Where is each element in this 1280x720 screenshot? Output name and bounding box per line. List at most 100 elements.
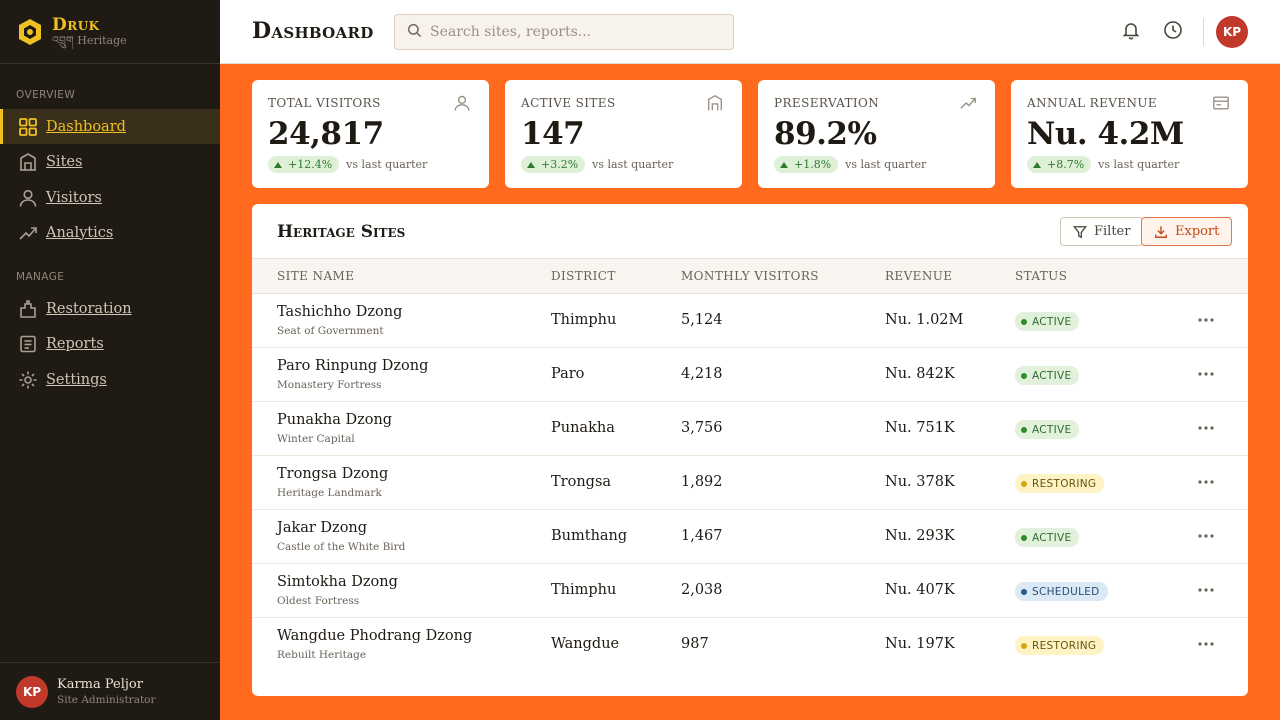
status-badge: Active	[1015, 420, 1080, 439]
more-options-button[interactable]	[1198, 474, 1218, 490]
ellipsis-icon	[1198, 588, 1214, 592]
bell-icon	[1121, 20, 1141, 44]
user-icon	[18, 188, 38, 208]
ellipsis-icon	[1198, 534, 1214, 538]
revenue-cell: Nu. 842K	[885, 366, 955, 382]
card-icon	[1213, 96, 1229, 110]
district-cell: Wangdue	[551, 636, 620, 652]
sidebar-item-restoration[interactable]: Restoration	[0, 291, 220, 326]
brand-name: Druk	[52, 15, 100, 35]
more-options-button[interactable]	[1198, 528, 1218, 544]
stat-card-active-sites: Active Sites 147 +3.2% vs last quarter	[505, 80, 742, 188]
sidebar-item-label: Visitors	[46, 189, 102, 206]
sidebar-item-sites[interactable]: Sites	[0, 144, 220, 179]
stat-value: Nu. 4.2M	[1027, 116, 1184, 152]
more-options-button[interactable]	[1198, 312, 1218, 328]
site-name[interactable]: Jakar Dzong	[277, 520, 368, 536]
table-row[interactable]: Wangdue Phodrang Dzong Rebuilt Heritage Wa…	[252, 618, 1248, 672]
brand[interactable]: Druk འབྲུག Heritage	[0, 0, 220, 64]
status-label: Restoring	[1032, 477, 1097, 490]
search-box[interactable]	[394, 14, 734, 50]
column-header-district[interactable]: District	[551, 269, 616, 283]
more-options-button[interactable]	[1198, 636, 1218, 652]
notifications-button[interactable]	[1119, 20, 1143, 44]
site-name[interactable]: Tashichho Dzong	[277, 304, 403, 320]
status-dot	[1021, 426, 1027, 433]
status-label: Scheduled	[1032, 585, 1100, 598]
document-icon	[18, 334, 38, 354]
logo-icon	[19, 18, 41, 45]
table-row[interactable]: Trongsa Dzong Heritage Landmark Trongsa 1,8…	[252, 456, 1248, 510]
trend-up-icon	[274, 161, 282, 168]
column-header-revenue[interactable]: Revenue	[885, 269, 953, 283]
search-icon	[407, 23, 422, 42]
more-options-button[interactable]	[1198, 582, 1218, 598]
header-avatar[interactable]: KP	[1216, 16, 1248, 48]
trend-badge: +8.7%	[1027, 156, 1092, 173]
site-subtitle: Seat of Government	[277, 325, 384, 337]
status-dot	[1021, 588, 1027, 595]
stat-value: 147	[521, 116, 585, 152]
sidebar-item-label: Reports	[46, 335, 104, 352]
sidebar-item-dashboard[interactable]: Dashboard	[0, 109, 220, 144]
status-dot	[1021, 480, 1027, 487]
visitors-cell: 987	[681, 636, 709, 652]
revenue-cell: Nu. 293K	[885, 528, 955, 544]
site-name[interactable]: Simtokha Dzong	[277, 574, 398, 590]
district-cell: Paro	[551, 366, 585, 382]
stat-card-total-visitors: Total Visitors 24,817 +12.4% vs last qua…	[252, 80, 489, 188]
filter-icon	[1073, 225, 1087, 238]
export-label: Export	[1175, 224, 1220, 239]
trend-badge: +3.2%	[521, 156, 586, 173]
status-badge: Restoring	[1015, 636, 1105, 655]
stat-label: Active Sites	[521, 96, 616, 110]
sidebar-item-reports[interactable]: Reports	[0, 326, 220, 361]
trend-note: vs last quarter	[346, 158, 428, 171]
status-dot	[1021, 642, 1027, 649]
table-row[interactable]: Jakar Dzong Castle of the White Bird Bumth…	[252, 510, 1248, 564]
column-header-monthly-visitors[interactable]: Monthly Visitors	[681, 269, 819, 283]
table-row[interactable]: Paro Rinpung Dzong Monastery Fortress Paro…	[252, 348, 1248, 402]
filter-button[interactable]: Filter	[1060, 217, 1144, 246]
site-name[interactable]: Paro Rinpung Dzong	[277, 358, 429, 374]
gear-icon	[18, 370, 38, 390]
trend-icon	[18, 223, 38, 243]
sidebar: Druk འབྲུག Heritage Overview Dashboard S…	[0, 0, 220, 720]
stat-label: Total Visitors	[268, 96, 381, 110]
visitors-cell: 3,756	[681, 420, 723, 436]
site-name[interactable]: Punakha Dzong	[277, 412, 393, 428]
revenue-cell: Nu. 751K	[885, 420, 955, 436]
column-header-site-name[interactable]: Site Name	[277, 269, 355, 283]
sidebar-item-label: Analytics	[46, 224, 114, 241]
filter-label: Filter	[1094, 224, 1131, 239]
status-dot	[1021, 318, 1027, 325]
column-header-status[interactable]: Status	[1015, 269, 1068, 283]
search-input[interactable]	[430, 24, 720, 40]
site-subtitle: Winter Capital	[277, 433, 355, 445]
history-button[interactable]	[1161, 20, 1185, 44]
more-options-button[interactable]	[1198, 366, 1218, 382]
district-cell: Punakha	[551, 420, 615, 436]
table-header: Site Name District Monthly Visitors Reve…	[252, 258, 1248, 294]
table-row[interactable]: Tashichho Dzong Seat of Government Thimphu…	[252, 294, 1248, 348]
district-cell: Thimphu	[551, 582, 617, 598]
sidebar-item-analytics[interactable]: Analytics	[0, 215, 220, 250]
more-options-button[interactable]	[1198, 420, 1218, 436]
sidebar-item-settings[interactable]: Settings	[0, 362, 220, 397]
page-title: Dashboard	[252, 18, 374, 44]
district-cell: Thimphu	[551, 312, 617, 328]
table-row[interactable]: Punakha Dzong Winter Capital Punakha 3,756 N…	[252, 402, 1248, 456]
ellipsis-icon	[1198, 426, 1214, 430]
heritage-sites-panel: Heritage Sites Filter Export Site Name D…	[252, 204, 1248, 696]
user-profile[interactable]: KP Karma Peljor Site Administrator	[0, 662, 220, 720]
sidebar-item-visitors[interactable]: Visitors	[0, 180, 220, 215]
trend-up-icon	[1033, 161, 1041, 168]
table-row[interactable]: Simtokha Dzong Oldest Fortress Thimphu 2,03…	[252, 564, 1248, 618]
trend-icon	[960, 97, 976, 109]
export-button[interactable]: Export	[1141, 217, 1233, 246]
ellipsis-icon	[1198, 318, 1214, 322]
site-name[interactable]: Trongsa Dzong	[277, 466, 389, 482]
site-name[interactable]: Wangdue Phodrang Dzong	[277, 628, 473, 644]
clock-icon	[1163, 20, 1183, 44]
avatar: KP	[16, 675, 48, 708]
